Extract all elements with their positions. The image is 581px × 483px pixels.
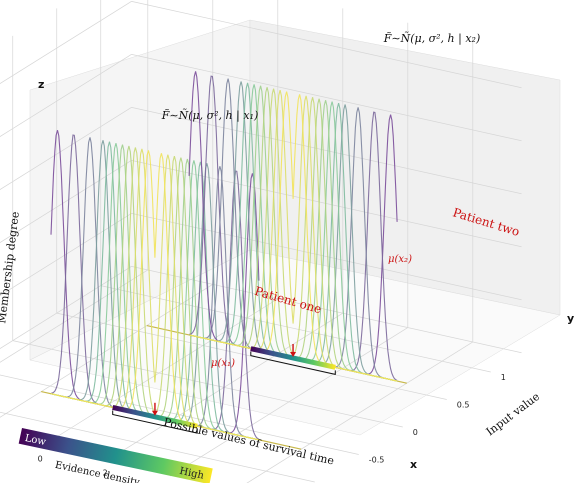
colorbar-low-label: Low <box>24 433 47 448</box>
z-axis-label: Membership degree <box>0 211 22 324</box>
grid-line-z-back <box>131 107 522 195</box>
grid-line-z-back <box>131 1 522 89</box>
grid-line-z-back <box>131 54 522 142</box>
y-tick-label: 0.5 <box>457 401 470 410</box>
x-tick-label: 0 <box>38 454 43 463</box>
formula-two: F̃∼Ñ(μ, σ², h | x₂) <box>383 31 481 46</box>
mu-one-label: μ(x₁) <box>211 358 235 369</box>
mu-arrowhead <box>290 352 297 357</box>
grid-line-z-back <box>131 266 522 354</box>
formula-one: F̃∼Ñ(μ, σ², h | x₁) <box>161 108 259 123</box>
x-tick-label: 2 <box>103 469 108 478</box>
colorbar-high-label: High <box>178 466 205 482</box>
evidence-bar <box>112 404 198 429</box>
z-axis-letter: z <box>38 78 44 91</box>
mu-two-label: μ(x₂) <box>388 254 412 265</box>
y-tick-label: 1 <box>501 373 506 382</box>
grid-line-y <box>0 411 315 483</box>
y-axis-label: Input value <box>484 390 542 439</box>
y-tick-label: 0 <box>413 428 418 437</box>
x-axis-letter: x <box>410 458 417 471</box>
y-tick-label: -0.5 <box>369 456 385 465</box>
grid-line-z-back <box>131 213 522 301</box>
membership-curve <box>189 91 398 382</box>
colorbar: Low High Evidence density <box>18 428 213 483</box>
y-axis-letter: y <box>567 312 574 325</box>
mu-arrowhead <box>151 410 158 416</box>
membership-curve <box>50 150 259 441</box>
axis-ticks: -4-20246-1-0.500.510.00.20.40.60.81.0 <box>38 373 506 478</box>
evidence-bars <box>112 344 336 434</box>
evidence-bracket <box>250 351 336 375</box>
evidence-bracket <box>112 410 198 434</box>
colorbar-gradient <box>18 428 213 483</box>
evidence-bar <box>250 346 336 370</box>
